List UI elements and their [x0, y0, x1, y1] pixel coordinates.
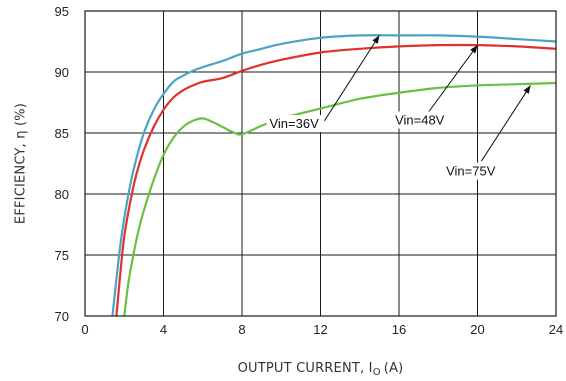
- y-tick-label: 70: [55, 309, 69, 324]
- annotation-arrow-head: [372, 35, 380, 44]
- x-tick-label: 4: [160, 322, 167, 337]
- annotation-label-vin75: Vin=75V: [446, 164, 496, 179]
- y-tick-label: 80: [55, 187, 69, 202]
- annotation-label-background: [266, 115, 323, 133]
- x-tick-label: 12: [313, 322, 327, 337]
- annotation-label-vin48: Vin=48V: [395, 112, 445, 127]
- x-tick-label: 0: [81, 322, 88, 337]
- annotation-label-background: [392, 111, 448, 129]
- annotation-arrow-line: [428, 44, 478, 113]
- x-tick-label: 20: [470, 322, 484, 337]
- y-tick-label: 75: [55, 248, 69, 263]
- annotation-label-background: [443, 162, 499, 180]
- series-lines: [111, 34, 556, 316]
- series-line-vin48: [115, 43, 556, 316]
- x-axis-title-unit: (A): [384, 361, 404, 376]
- annotations: Vin=36V Vin=48V Vin=75V: [266, 35, 531, 180]
- x-tick-label: 24: [549, 322, 563, 337]
- annotation-arrow-line: [481, 85, 531, 162]
- plot-frame: [84, 10, 557, 317]
- series-line-vin36: [111, 34, 556, 316]
- y-tick-label: 95: [55, 4, 69, 19]
- x-tick-label: 16: [392, 322, 406, 337]
- series-line-vin75: [123, 81, 556, 316]
- tick-labels: 0 4 8 12 16 20 24 70 75 80 85 90 95: [55, 4, 564, 337]
- x-axis-title-main: OUTPUT CURRENT, I: [238, 361, 373, 376]
- y-tick-label: 85: [55, 126, 69, 141]
- y-axis-title: EFFICIENCY, η (%): [14, 103, 29, 224]
- x-axis-title: OUTPUT CURRENT, IO (A): [238, 361, 404, 378]
- annotation-arrow-head: [470, 45, 478, 54]
- annotation-label-vin36: Vin=36V: [269, 116, 319, 131]
- y-tick-label: 90: [55, 65, 69, 80]
- annotation-arrow-head: [523, 85, 531, 94]
- annotation-arrow-line: [324, 35, 380, 122]
- x-tick-label: 8: [238, 322, 245, 337]
- x-axis-title-subscript: O: [373, 367, 381, 378]
